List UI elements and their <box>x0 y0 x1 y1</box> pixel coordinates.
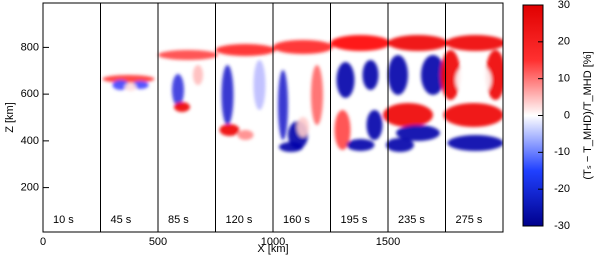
field-feature <box>253 60 266 110</box>
colorbar-tick-label: -10 <box>554 146 570 158</box>
y-tick-label: 600 <box>21 88 39 100</box>
panel-label: 275 s <box>456 214 483 226</box>
field-feature <box>172 74 184 106</box>
field-feature <box>396 125 440 141</box>
panel-label: 85 s <box>168 214 189 226</box>
field-feature <box>346 139 375 151</box>
y-tick-label: 200 <box>21 182 39 194</box>
x-tick-label: 1500 <box>376 236 400 248</box>
field-feature <box>278 70 288 140</box>
field-feature <box>311 65 323 125</box>
field-feature <box>485 50 503 100</box>
field-feature <box>158 50 218 60</box>
field-feature <box>219 124 240 136</box>
field-feature <box>330 35 391 51</box>
field-feature <box>421 55 445 95</box>
field-feature <box>124 83 137 91</box>
colorbar-tick-label: -20 <box>554 183 570 195</box>
field-feature <box>445 35 503 51</box>
x-tick-label: 500 <box>149 236 167 248</box>
y-tick-label: 800 <box>21 41 39 53</box>
colorbar-tick-label: 0 <box>564 109 570 121</box>
colorbar-tick-label: 20 <box>558 36 570 48</box>
field-feature <box>388 55 408 95</box>
field-feature <box>362 60 379 90</box>
field-feature <box>388 35 448 51</box>
field <box>102 35 503 152</box>
field-feature <box>102 75 155 83</box>
panel-label: 195 s <box>341 214 368 226</box>
panel-label: 45 s <box>111 214 132 226</box>
field-feature <box>279 142 303 152</box>
field-feature <box>237 130 254 140</box>
field-feature <box>112 80 129 90</box>
x-tick-label: 1000 <box>261 236 285 248</box>
field-feature <box>221 65 234 125</box>
x-tick-label: 0 <box>40 236 46 248</box>
field-feature <box>273 40 333 54</box>
field-feature <box>297 117 309 137</box>
field-feature <box>193 65 203 85</box>
colorbar-label: (Tₛ − T_MHD)/T_MHD [%] <box>582 51 594 179</box>
panel-label: 235 s <box>398 214 425 226</box>
field-feature <box>443 103 503 127</box>
field-feature <box>215 44 276 56</box>
colorbar-tick-label: -30 <box>554 220 570 232</box>
field-feature <box>366 110 383 140</box>
field-feature <box>447 135 503 151</box>
colorbar-tick-label: 30 <box>558 0 570 11</box>
field-feature <box>383 103 433 127</box>
field-feature <box>174 102 190 112</box>
panel-label: 160 s <box>283 214 310 226</box>
field-feature <box>455 62 492 98</box>
y-tick-label: 400 <box>21 135 39 147</box>
y-axis-label: Z [km] <box>4 102 16 133</box>
panel-label: 120 s <box>226 214 253 226</box>
panel-label: 10 s <box>53 214 74 226</box>
field-feature <box>386 138 414 152</box>
colorbar-tick-label: 10 <box>558 73 570 85</box>
x-axis-label: X [km] <box>257 243 288 255</box>
field-feature <box>336 62 355 98</box>
field-feature <box>334 110 351 150</box>
